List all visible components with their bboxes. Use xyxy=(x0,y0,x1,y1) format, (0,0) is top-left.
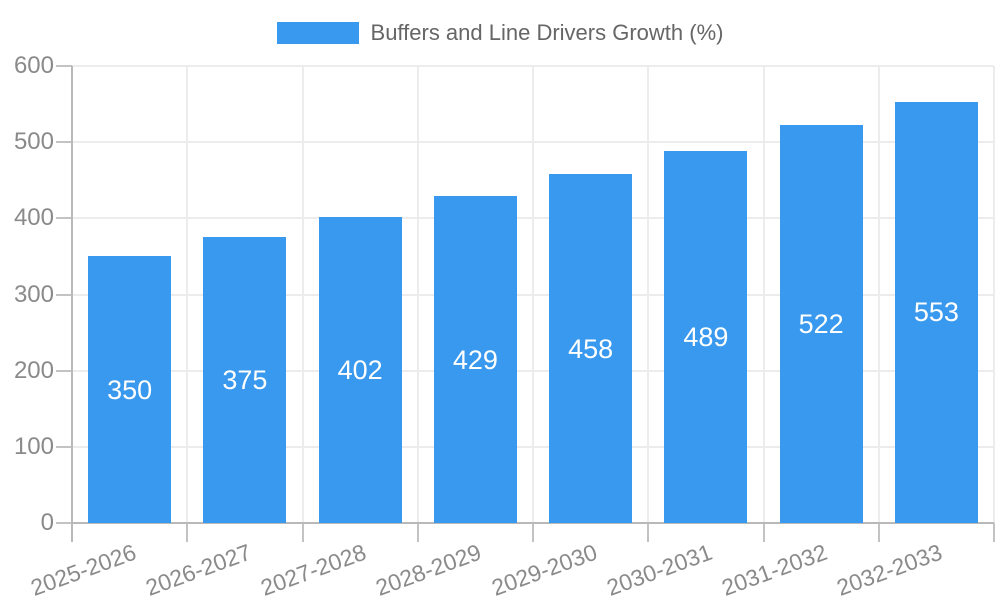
y-tick xyxy=(56,522,72,524)
y-tick-label: 100 xyxy=(13,432,54,460)
v-gridline xyxy=(877,66,880,523)
y-tick xyxy=(56,445,72,448)
bar-value-label: 402 xyxy=(337,354,383,385)
bar-2031-2032[interactable] xyxy=(779,125,863,523)
y-axis-line xyxy=(71,66,73,542)
bar-value-label: 458 xyxy=(568,333,614,364)
x-tick xyxy=(416,523,419,542)
legend-label: Buffers and Line Drivers Growth (%) xyxy=(370,20,724,45)
bar-2032-2033[interactable] xyxy=(894,101,978,523)
legend-item[interactable]: Buffers and Line Drivers Growth (%) xyxy=(0,21,1000,45)
bar-value-label: 522 xyxy=(798,309,844,340)
x-tick xyxy=(993,523,995,542)
bar-2029-2030[interactable] xyxy=(549,174,633,523)
x-tick xyxy=(877,523,880,542)
v-gridline xyxy=(532,66,534,523)
y-tick-label: 300 xyxy=(13,280,54,308)
y-tick-label: 500 xyxy=(13,128,54,156)
bar-2025-2026[interactable] xyxy=(88,256,172,523)
x-tick xyxy=(647,523,650,542)
y-tick xyxy=(56,293,72,296)
v-gridline xyxy=(416,66,419,523)
y-tick-label: 400 xyxy=(13,204,54,232)
x-tick xyxy=(301,523,304,542)
y-tick xyxy=(56,141,72,144)
y-tick xyxy=(56,217,72,220)
y-tick xyxy=(56,369,72,372)
y-tick-label: 0 xyxy=(40,509,54,536)
bar-value-label: 429 xyxy=(452,344,498,375)
bar-2026-2027[interactable] xyxy=(203,237,287,523)
v-gridline xyxy=(301,66,304,523)
bar-value-label: 489 xyxy=(683,321,729,352)
v-gridline xyxy=(647,66,650,523)
bar-2027-2028[interactable] xyxy=(318,216,402,523)
x-axis-line xyxy=(72,522,994,524)
y-tick-label: 600 xyxy=(13,52,54,79)
bar-value-label: 350 xyxy=(107,374,153,405)
v-gridline xyxy=(762,66,765,523)
x-tick xyxy=(186,523,189,542)
y-tick xyxy=(56,65,72,67)
bar-value-label: 375 xyxy=(222,365,268,396)
v-gridline xyxy=(993,66,995,523)
v-gridline xyxy=(186,66,189,523)
y-tick-label: 200 xyxy=(13,356,54,384)
bar-2030-2031[interactable] xyxy=(664,150,748,523)
bar-2028-2029[interactable] xyxy=(433,196,517,523)
x-tick xyxy=(762,523,765,542)
x-tick xyxy=(532,523,534,542)
legend-swatch xyxy=(276,22,359,44)
bar-value-label: 553 xyxy=(913,297,959,328)
